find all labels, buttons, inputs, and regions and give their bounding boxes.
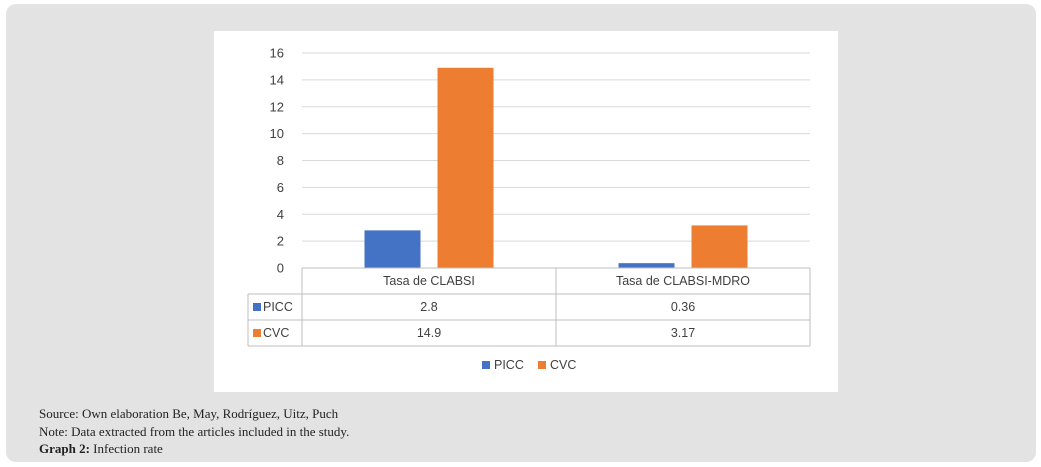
data-note: Note: Data extracted from the articles i… (39, 423, 350, 439)
legend-key (482, 361, 490, 369)
y-tick-label: 2 (277, 234, 284, 249)
category-label: Tasa de CLABSI-MDRO (616, 274, 750, 288)
table-series-name: PICC (263, 300, 293, 314)
y-tick-label: 12 (270, 99, 284, 114)
y-tick-label: 16 (270, 46, 284, 61)
y-tick-label: 14 (270, 72, 284, 87)
bar-picc-1 (364, 230, 421, 268)
data-value-label: 14.9 (417, 326, 441, 340)
bar-cvc-2 (691, 225, 748, 268)
data-value-label: 0.36 (671, 300, 695, 314)
bar-picc-2 (618, 263, 675, 268)
bar-cvc-1 (437, 67, 494, 268)
table-legend-key (253, 329, 261, 337)
chart-container: 0 2 4 6 8 10 12 14 16 Tasa de CLABSI Tasa de CLABS… (214, 31, 838, 392)
y-tick-label: 0 (277, 261, 284, 276)
table-legend-key (253, 303, 261, 311)
data-value-label: 2.8 (420, 300, 437, 314)
graph-label: Graph 2: (39, 441, 90, 456)
figure-caption: Source: Own elaboration Be, May, Rodrígu… (39, 405, 349, 458)
graph-title-text: Infection rate (93, 441, 163, 456)
y-tick-label: 6 (277, 180, 284, 195)
y-tick-label: 8 (277, 153, 284, 168)
source-note: Source: Own elaboration Be, May, Rodrígu… (39, 406, 339, 421)
table-series-name: CVC (263, 326, 289, 340)
graph-title: Graph 2: Infection rate (39, 440, 349, 458)
legend-label: CVC (550, 358, 576, 372)
legend-label: PICC (494, 358, 524, 372)
legend-key (538, 361, 546, 369)
bar-chart: 0 2 4 6 8 10 12 14 16 Tasa de CLABSI Tasa de CLABS… (247, 46, 811, 372)
data-value-label: 3.17 (671, 326, 695, 340)
y-tick-label: 4 (277, 207, 284, 222)
y-tick-label: 10 (270, 126, 284, 141)
figure-panel: 0 2 4 6 8 10 12 14 16 Tasa de CLABSI Tasa de CLABS… (6, 4, 1036, 462)
category-label: Tasa de CLABSI (383, 274, 475, 288)
